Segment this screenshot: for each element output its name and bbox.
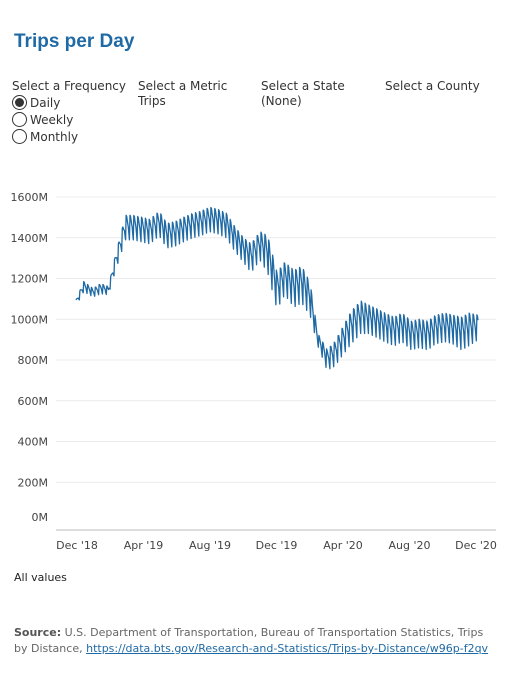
y-tick-label: 600M xyxy=(18,395,49,408)
metric-filter[interactable]: Select a Metric Trips xyxy=(138,79,227,109)
state-filter-value[interactable]: (None) xyxy=(261,94,302,108)
x-tick-label: Apr '19 xyxy=(124,539,164,552)
y-axis-ticks: 0M 200M 400M 600M 800M 1000M 1200M 1400M 1600M xyxy=(11,191,49,524)
y-tick-label: 400M xyxy=(18,436,49,449)
frequency-option-label: Weekly xyxy=(30,112,74,127)
frequency-option-daily[interactable]: Daily xyxy=(12,94,126,111)
x-tick-label: Apr '20 xyxy=(323,539,363,552)
trips-line-chart: 0M 200M 400M 600M 800M 1000M 1200M 1400M 1600M D… xyxy=(11,191,497,552)
frequency-option-weekly[interactable]: Weekly xyxy=(12,111,126,128)
y-tick-label: 1200M xyxy=(11,273,49,286)
source-link[interactable]: https://data.bts.gov/Research-and-Statis… xyxy=(86,642,489,655)
radio-selected-icon[interactable] xyxy=(12,95,27,110)
radio-icon[interactable] xyxy=(12,112,27,127)
x-tick-label: Aug '20 xyxy=(389,539,431,552)
y-tick-label: 1000M xyxy=(11,313,49,326)
x-tick-label: Dec '18 xyxy=(56,539,98,552)
x-tick-label: Dec '19 xyxy=(256,539,298,552)
filter-bar: Select a Frequency Daily Weekly Monthly … xyxy=(12,79,502,159)
all-values-label: All values xyxy=(14,571,67,584)
y-tick-label: 1400M xyxy=(11,232,49,245)
frequency-filter-label: Select a Frequency xyxy=(12,79,126,93)
y-tick-label: 800M xyxy=(18,354,49,367)
county-filter-label: Select a County xyxy=(385,79,480,93)
radio-icon[interactable] xyxy=(12,129,27,144)
source-text: U.S. Department of Transportation, Burea… xyxy=(14,626,484,655)
frequency-option-label: Daily xyxy=(30,95,61,110)
metric-filter-label: Select a Metric xyxy=(138,79,228,93)
x-tick-label: Dec '20 xyxy=(455,539,497,552)
frequency-filter: Select a Frequency Daily Weekly Monthly xyxy=(12,79,126,145)
state-filter[interactable]: Select a State (None) xyxy=(261,79,345,109)
y-tick-label: 200M xyxy=(18,476,49,489)
county-filter[interactable]: Select a County xyxy=(385,79,480,94)
x-tick-label: Aug '19 xyxy=(189,539,231,552)
y-tick-label: 0M xyxy=(32,511,49,524)
source-note: Source: U.S. Department of Transportatio… xyxy=(14,625,494,657)
source-label: Source: xyxy=(14,626,62,639)
series-line xyxy=(75,206,479,370)
y-tick-label: 1600M xyxy=(11,191,49,204)
x-axis-ticks: Dec '18 Apr '19 Aug '19 Dec '19 Apr '20 Aug '… xyxy=(56,539,497,552)
state-filter-label: Select a State xyxy=(261,79,345,93)
metric-filter-value[interactable]: Trips xyxy=(138,94,166,108)
frequency-option-monthly[interactable]: Monthly xyxy=(12,128,126,145)
page-title: Trips per Day xyxy=(14,31,135,52)
frequency-option-label: Monthly xyxy=(30,129,79,144)
